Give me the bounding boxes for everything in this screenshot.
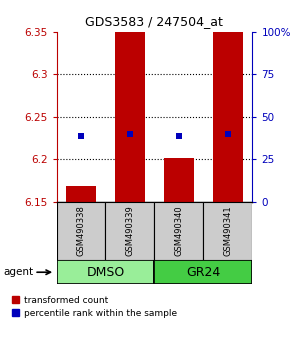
Text: GSM490338: GSM490338 (77, 206, 86, 256)
Text: GSM490339: GSM490339 (126, 206, 135, 256)
Bar (203, 202, 252, 260)
Title: GDS3583 / 247504_at: GDS3583 / 247504_at (86, 15, 223, 28)
Bar (155, 260, 252, 284)
Bar (57, 260, 155, 284)
Text: GR24: GR24 (186, 266, 220, 279)
Bar (155, 202, 203, 260)
Text: GSM490340: GSM490340 (174, 206, 183, 256)
Text: DMSO: DMSO (86, 266, 125, 279)
Bar (57, 202, 106, 260)
Bar (164, 159, 194, 202)
Bar (106, 202, 155, 260)
Legend: transformed count, percentile rank within the sample: transformed count, percentile rank withi… (10, 294, 179, 319)
Text: GSM490341: GSM490341 (223, 206, 232, 256)
Bar (115, 30, 145, 202)
Bar (213, 30, 242, 202)
Text: agent: agent (3, 267, 33, 277)
Bar (66, 187, 96, 202)
